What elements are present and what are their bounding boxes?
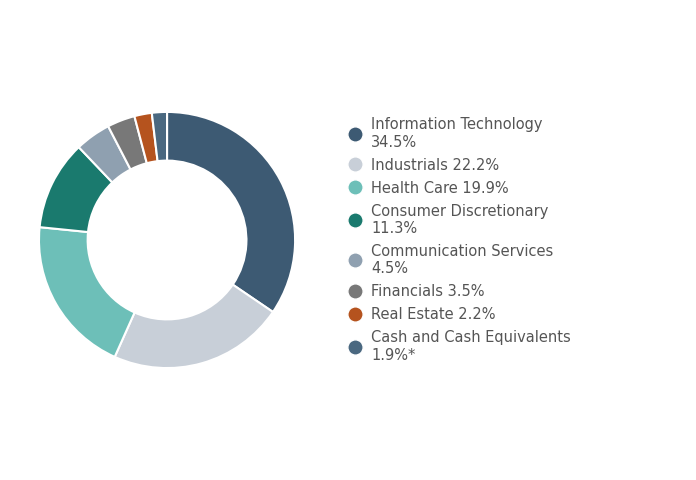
Wedge shape: [115, 285, 273, 368]
Wedge shape: [39, 227, 134, 357]
Wedge shape: [152, 112, 167, 161]
Wedge shape: [167, 112, 295, 312]
Wedge shape: [40, 147, 112, 232]
Legend: Information Technology
34.5%, Industrials 22.2%, Health Care 19.9%, Consumer Dis: Information Technology 34.5%, Industrial…: [342, 110, 578, 370]
Wedge shape: [79, 126, 131, 182]
Wedge shape: [134, 113, 157, 163]
Wedge shape: [108, 116, 147, 169]
